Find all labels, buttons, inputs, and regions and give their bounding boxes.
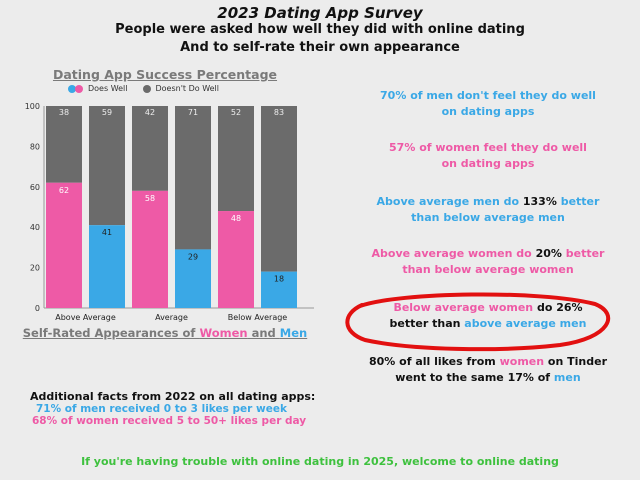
fact-5: Below average women do 26% better than a…	[338, 300, 638, 332]
x-label-men: Men	[279, 326, 308, 340]
bar-does-well	[175, 249, 211, 308]
fact-2: 57% of women feel they do well on dating…	[338, 140, 638, 172]
x-label-prefix: Self-Rated Appearances of	[22, 326, 200, 340]
fact-3-line-2: than below average men	[411, 211, 565, 224]
additional-women-line: 68% of women received 5 to 50+ likes per…	[32, 415, 307, 427]
x-category-label: Average	[155, 313, 188, 322]
fact-1: 70% of men don't feel they do well on da…	[338, 88, 638, 120]
bar-label-doesnt-do-well: 38	[59, 108, 69, 117]
bar-doesnt-do-well	[175, 106, 211, 250]
bar-label-does-well: 18	[274, 275, 284, 284]
page-subtitle-1: People were asked how well they did with…	[115, 22, 525, 37]
bar-does-well	[132, 190, 168, 308]
bar-does-well	[46, 182, 82, 308]
legend-dot-doesnt-do-well	[142, 84, 151, 93]
x-label-and: and	[247, 326, 280, 340]
red-circle-stroke	[345, 292, 611, 352]
fact-6-line-1: 80% of all likes from women on Tinder	[338, 354, 638, 370]
fact-2-line-1: 57% of women feel they do well	[389, 141, 587, 154]
bar-label-does-well: 41	[102, 228, 112, 237]
bar-doesnt-do-well	[132, 106, 168, 191]
x-category-label: Below Average	[228, 313, 288, 322]
fact-6-text-e: men	[553, 371, 581, 384]
legend-dot-does-well-women	[75, 84, 83, 93]
bar-label-does-well: 58	[145, 194, 155, 203]
bar-does-well	[218, 211, 254, 308]
additional-facts: Additional facts from 2022 on all dating…	[30, 390, 315, 427]
legend-label-doesnt-do-well: Doesn't Do Well	[155, 84, 220, 93]
bar-label-does-well: 48	[231, 214, 241, 223]
bar-does-well	[261, 271, 297, 308]
bar-chart: 0 20 40 60 80 100 38 62 59 41 42 58 71 29 52 48 83 18 Abov…	[25, 102, 314, 322]
fact-5-line-2: better than above average men	[338, 316, 638, 332]
fact-6-text-b: women	[499, 355, 545, 368]
fact-4-line-1: Above average women do 20% better	[338, 246, 638, 262]
bar-doesnt-do-well	[218, 106, 254, 212]
additional-men-line: 71% of men received 0 to 3 likes per wee…	[36, 403, 287, 415]
y-tick-label: 20	[30, 264, 40, 273]
bar-label-doesnt-do-well: 42	[145, 108, 155, 117]
fact-2-line-2: on dating apps	[441, 157, 535, 170]
y-tick-label: 80	[30, 142, 40, 151]
bar-does-well	[89, 225, 125, 308]
bar-doesnt-do-well	[261, 106, 297, 272]
bar-label-doesnt-do-well: 83	[274, 108, 284, 117]
bar-label-does-well: 62	[59, 186, 69, 195]
fact-5-text-a: Below average women	[393, 301, 534, 314]
x-label-women: Women	[199, 326, 248, 340]
fact-4-text-a: Above average women do	[371, 247, 536, 260]
chart-x-label: Self-Rated Appearances of Women and Men	[0, 326, 330, 340]
fact-6-text-c: on Tinder	[544, 355, 607, 368]
y-tick-label: 0	[35, 304, 40, 313]
fact-4-text-c: better	[561, 247, 605, 260]
red-circle-annotation	[345, 292, 611, 352]
fact-1-line-2: on dating apps	[441, 105, 535, 118]
fact-4-text-b: 20%	[535, 247, 562, 260]
x-category-label: Above Average	[55, 313, 116, 322]
bar-doesnt-do-well	[46, 106, 82, 183]
fact-5-text-d: above average men	[464, 317, 587, 330]
fact-4: Above average women do 20% better than b…	[338, 246, 638, 278]
fact-3-line-1: Above average men do 133% better	[338, 194, 638, 210]
y-tick-label: 100	[25, 102, 40, 111]
chart-title: Dating App Success Percentage	[52, 67, 278, 82]
legend-dot-does-well	[68, 84, 76, 93]
bar-label-does-well: 29	[188, 252, 198, 261]
fact-6-text-a: 80% of all likes from	[369, 355, 500, 368]
page-subtitle-2: And to self-rate their own appearance	[180, 40, 460, 55]
additional-facts-heading: Additional facts from 2022 on all dating…	[30, 390, 316, 403]
fact-3: Above average men do 133% better than be…	[338, 194, 638, 226]
fact-6-text-d: went to the same 17% of	[395, 371, 554, 384]
fact-3-text-b: 133%	[522, 195, 557, 208]
fact-5-text-c: better than	[389, 317, 465, 330]
bar-label-doesnt-do-well: 71	[188, 108, 198, 117]
fact-4-line-2: than below average women	[402, 263, 574, 276]
fact-5-text-b: do 26%	[533, 301, 583, 314]
fact-1-line-1: 70% of men don't feel they do well	[380, 89, 596, 102]
fact-6: 80% of all likes from women on Tinder we…	[338, 354, 638, 386]
fact-3-text-c: better	[556, 195, 600, 208]
y-tick-label: 40	[30, 223, 40, 232]
fact-6-line-2: went to the same 17% of men	[338, 370, 638, 386]
page-title: 2023 Dating App Survey	[217, 4, 423, 22]
fact-3-text-a: Above average men do	[376, 195, 523, 208]
bar-label-doesnt-do-well: 52	[231, 108, 241, 117]
bar-doesnt-do-well	[89, 106, 125, 226]
y-tick-label: 60	[30, 183, 40, 192]
bar-label-doesnt-do-well: 59	[102, 108, 112, 117]
fact-5-line-1: Below average women do 26%	[338, 300, 638, 316]
chart-legend: Does Well Doesn't Do Well	[68, 84, 219, 93]
footer-note: If you're having trouble with online dat…	[81, 455, 559, 468]
legend-label-does-well: Does Well	[88, 84, 128, 93]
